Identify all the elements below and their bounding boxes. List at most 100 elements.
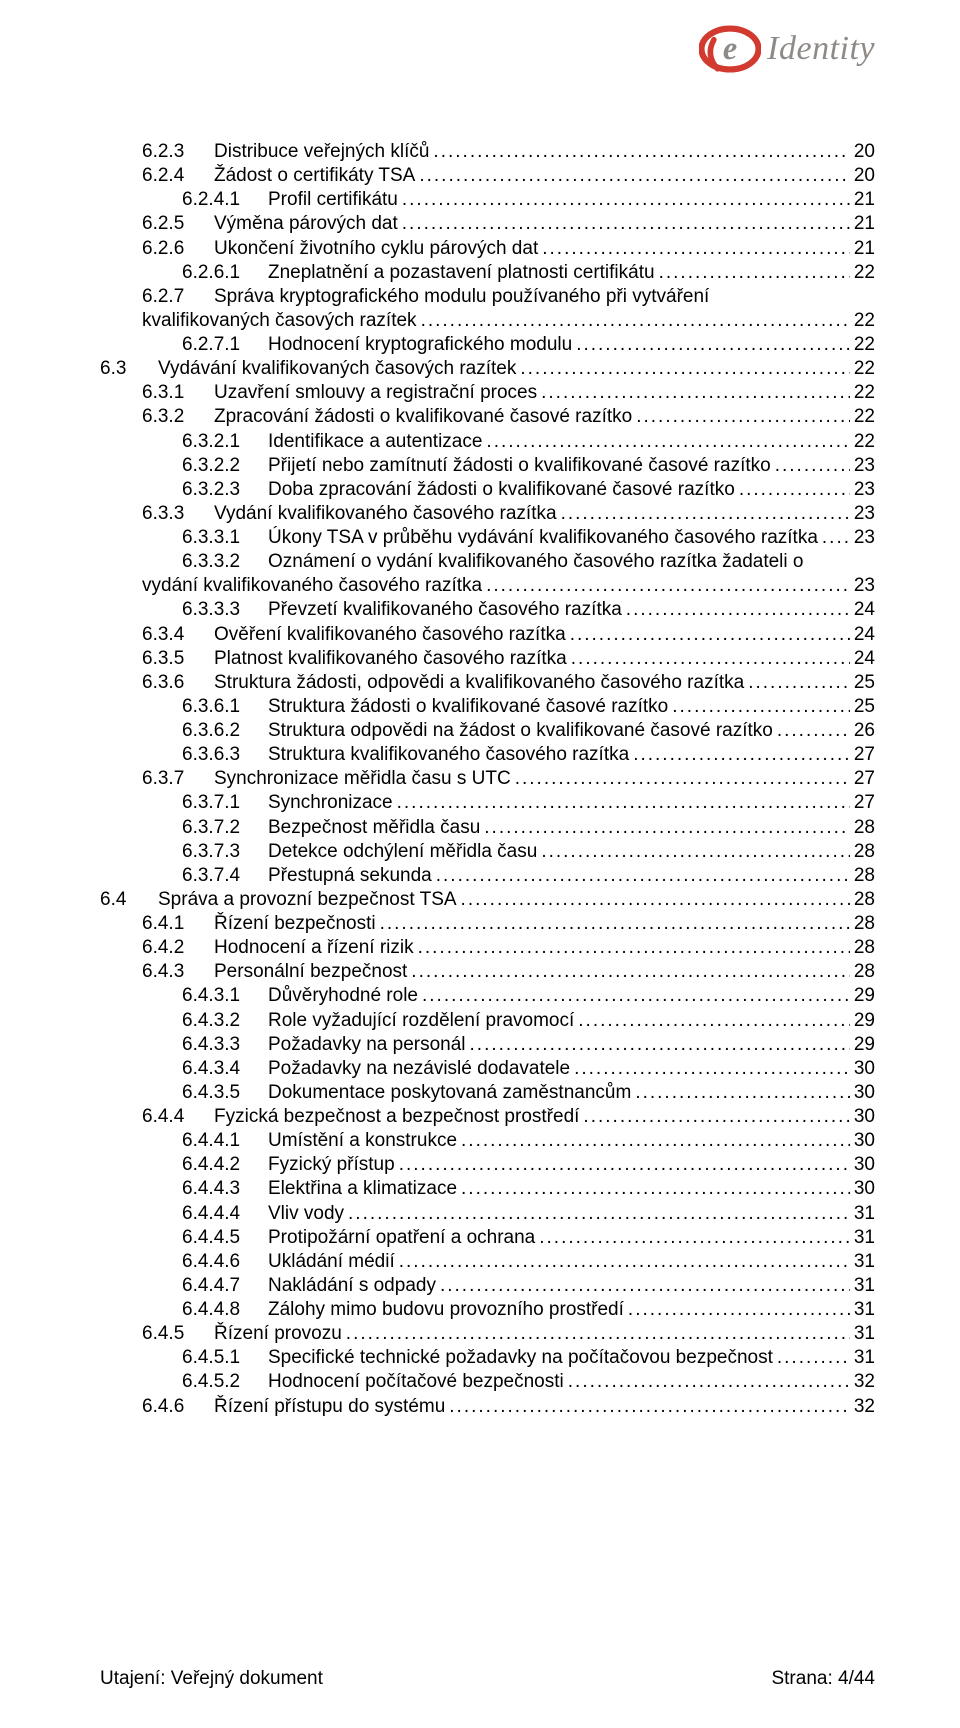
toc-entry: 6.4Správa a provozní bezpečnost TSA 28 bbox=[100, 888, 875, 912]
toc-leader bbox=[461, 1177, 850, 1201]
toc-number: 6.4.1 bbox=[142, 912, 208, 936]
toc-page: 25 bbox=[854, 695, 875, 719]
toc-leader bbox=[470, 1033, 850, 1057]
toc-page: 20 bbox=[854, 164, 875, 188]
toc-entry: 6.4.4.4Vliv vody 31 bbox=[100, 1202, 875, 1226]
toc-entry: 6.3.7.3Detekce odchýlení měřidla času 28 bbox=[100, 840, 875, 864]
toc-leader bbox=[574, 1057, 850, 1081]
toc-page: 24 bbox=[854, 647, 875, 671]
toc-leader bbox=[635, 1081, 850, 1105]
toc-entry: 6.3.2Zpracování žádosti o kvalifikované … bbox=[100, 405, 875, 429]
table-of-contents: 6.2.3Distribuce veřejných klíčů 206.2.4Ž… bbox=[100, 140, 875, 1419]
toc-leader bbox=[520, 357, 850, 381]
toc-page: 31 bbox=[854, 1346, 875, 1370]
toc-leader bbox=[672, 695, 850, 719]
toc-entry: 6.3.3Vydání kvalifikovaného časového raz… bbox=[100, 502, 875, 526]
toc-leader bbox=[399, 1153, 850, 1177]
toc-page: 28 bbox=[854, 960, 875, 984]
toc-leader bbox=[542, 237, 850, 261]
toc-title: Zpracování žádosti o kvalifikované časov… bbox=[214, 405, 632, 429]
toc-number: 6.3.7.3 bbox=[182, 840, 262, 864]
toc-entry: 6.4.2Hodnocení a řízení rizik 28 bbox=[100, 936, 875, 960]
toc-title: Distribuce veřejných klíčů bbox=[214, 140, 429, 164]
toc-leader bbox=[576, 333, 850, 357]
toc-number: 6.4.4.7 bbox=[182, 1274, 262, 1298]
toc-leader bbox=[486, 574, 850, 598]
toc-page: 31 bbox=[854, 1322, 875, 1346]
toc-entry: 6.2.4.1Profil certifikátu 21 bbox=[100, 188, 875, 212]
toc-number: 6.4.2 bbox=[142, 936, 208, 960]
identity-logo-icon: e bbox=[699, 18, 761, 80]
toc-leader bbox=[461, 888, 850, 912]
toc-entry: 6.3.6.2Struktura odpovědi na žádost o kv… bbox=[100, 719, 875, 743]
toc-leader bbox=[346, 1322, 850, 1346]
toc-entry: 6.4.5.2Hodnocení počítačové bezpečnosti … bbox=[100, 1370, 875, 1394]
toc-leader bbox=[421, 309, 850, 333]
toc-leader bbox=[484, 816, 850, 840]
toc-number: 6.3.3.2 bbox=[182, 550, 262, 574]
toc-entry: 6.3.6Struktura žádosti, odpovědi a kvali… bbox=[100, 671, 875, 695]
toc-title: Vliv vody bbox=[268, 1202, 344, 1226]
toc-entry: 6.4.4.1Umístění a konstrukce 30 bbox=[100, 1129, 875, 1153]
toc-page: 25 bbox=[854, 671, 875, 695]
toc-page: 22 bbox=[854, 405, 875, 429]
toc-title: kvalifikovaných časových razítek bbox=[142, 309, 417, 333]
toc-title: Úkony TSA v průběhu vydávání kvalifikova… bbox=[268, 526, 818, 550]
toc-title: Výměna párových dat bbox=[214, 212, 398, 236]
toc-page: 31 bbox=[854, 1298, 875, 1322]
toc-leader bbox=[436, 864, 850, 888]
toc-title: Synchronizace bbox=[268, 791, 393, 815]
toc-entry: 6.4.4Fyzická bezpečnost a bezpečnost pro… bbox=[100, 1105, 875, 1129]
toc-leader bbox=[440, 1274, 850, 1298]
toc-entry: 6.2.7Správa kryptografického modulu použ… bbox=[100, 285, 875, 333]
toc-title: Řízení bezpečnosti bbox=[214, 912, 376, 936]
toc-entry: 6.3.3.3Převzetí kvalifikovaného časového… bbox=[100, 598, 875, 622]
toc-leader bbox=[633, 743, 850, 767]
toc-leader bbox=[561, 502, 850, 526]
toc-entry: 6.4.4.3Elektřina a klimatizace 30 bbox=[100, 1177, 875, 1201]
toc-page: 22 bbox=[854, 430, 875, 454]
toc-title: Přijetí nebo zamítnutí žádosti o kvalifi… bbox=[268, 454, 771, 478]
toc-title: Řízení provozu bbox=[214, 1322, 342, 1346]
toc-page: 28 bbox=[854, 888, 875, 912]
toc-number: 6.2.4.1 bbox=[182, 188, 262, 212]
toc-entry: 6.3.2.1Identifikace a autentizace 22 bbox=[100, 430, 875, 454]
toc-page: 20 bbox=[854, 140, 875, 164]
toc-number: 6.2.5 bbox=[142, 212, 208, 236]
toc-title: Struktura kvalifikovaného časového razít… bbox=[268, 743, 629, 767]
toc-number: 6.3.6 bbox=[142, 671, 208, 695]
toc-page: 24 bbox=[854, 623, 875, 647]
toc-entry: 6.3.6.1Struktura žádosti o kvalifikované… bbox=[100, 695, 875, 719]
toc-page: 30 bbox=[854, 1177, 875, 1201]
toc-title: vydání kvalifikovaného časového razítka bbox=[142, 574, 482, 598]
toc-entry: 6.3.2.2Přijetí nebo zamítnutí žádosti o … bbox=[100, 454, 875, 478]
toc-title: Platnost kvalifikovaného časového razítk… bbox=[214, 647, 567, 671]
toc-page: 22 bbox=[854, 381, 875, 405]
toc-number: 6.4.6 bbox=[142, 1395, 208, 1419]
toc-page: 22 bbox=[854, 261, 875, 285]
toc-leader bbox=[433, 140, 849, 164]
toc-page: 22 bbox=[854, 309, 875, 333]
toc-leader bbox=[539, 1226, 850, 1250]
toc-page: 29 bbox=[854, 984, 875, 1008]
toc-leader bbox=[515, 767, 850, 791]
toc-number: 6.3.2.2 bbox=[182, 454, 262, 478]
toc-page: 21 bbox=[854, 212, 875, 236]
toc-number: 6.4.3.5 bbox=[182, 1081, 262, 1105]
toc-number: 6.3 bbox=[100, 357, 152, 381]
toc-leader bbox=[397, 791, 850, 815]
toc-page: 31 bbox=[854, 1274, 875, 1298]
toc-number: 6.4.3 bbox=[142, 960, 208, 984]
toc-title: Synchronizace měřidla času s UTC bbox=[214, 767, 511, 791]
toc-number: 6.4.5 bbox=[142, 1322, 208, 1346]
document-page: e Identity 6.2.3Distribuce veřejných klí… bbox=[0, 0, 960, 1728]
toc-page: 30 bbox=[854, 1153, 875, 1177]
toc-number: 6.2.7.1 bbox=[182, 333, 262, 357]
toc-entry: 6.4.4.5Protipožární opatření a ochrana 3… bbox=[100, 1226, 875, 1250]
toc-title: Převzetí kvalifikovaného časového razítk… bbox=[268, 598, 622, 622]
toc-title: Dokumentace poskytovaná zaměstnancům bbox=[268, 1081, 631, 1105]
toc-leader bbox=[570, 623, 850, 647]
toc-page: 23 bbox=[854, 502, 875, 526]
toc-entry: 6.4.5Řízení provozu 31 bbox=[100, 1322, 875, 1346]
toc-number: 6.4.3.3 bbox=[182, 1033, 262, 1057]
